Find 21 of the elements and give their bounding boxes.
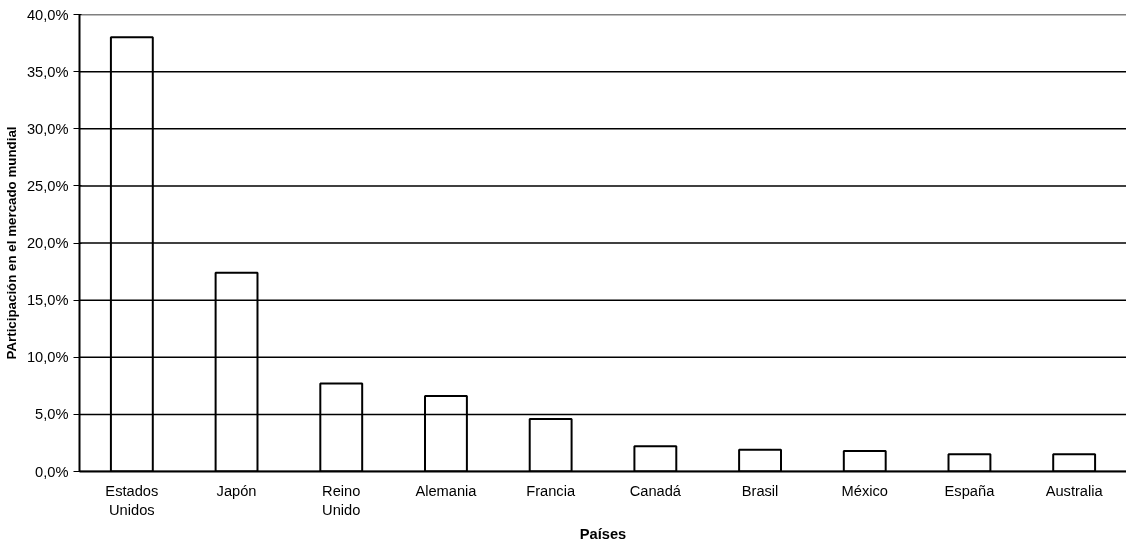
y-axis-title: PArticipación en el mercado mundial (3, 126, 19, 360)
y-tick-label: 20,0% (26, 235, 69, 251)
x-tick-label: Alemania (415, 482, 478, 499)
y-tick-label: 0,0% (35, 463, 69, 480)
y-tick-label: 10,0% (26, 349, 69, 366)
y-tick-label: 35,0% (26, 63, 69, 80)
x-axis-title: Países (579, 525, 627, 542)
x-tick-label: Australia (1045, 482, 1104, 499)
x-tick-label: Reino Unido (322, 482, 361, 518)
x-tick-label: España (944, 482, 996, 499)
y-tick-label: 30,0% (26, 120, 69, 137)
y-tick-label: 15,0% (26, 292, 69, 309)
x-tick-label: Japón (216, 482, 257, 499)
x-tick-label: México (841, 482, 888, 499)
x-tick-label: Estados Unidos (105, 482, 159, 518)
x-tick-label: Brasil (741, 482, 779, 499)
x-tick-label: Canadá (629, 482, 682, 499)
x-tick-label: Francia (526, 482, 576, 499)
y-tick-label: 40,0% (26, 6, 69, 23)
y-tick-label: 5,0% (35, 406, 69, 423)
y-tick-label: 25,0% (26, 177, 69, 194)
